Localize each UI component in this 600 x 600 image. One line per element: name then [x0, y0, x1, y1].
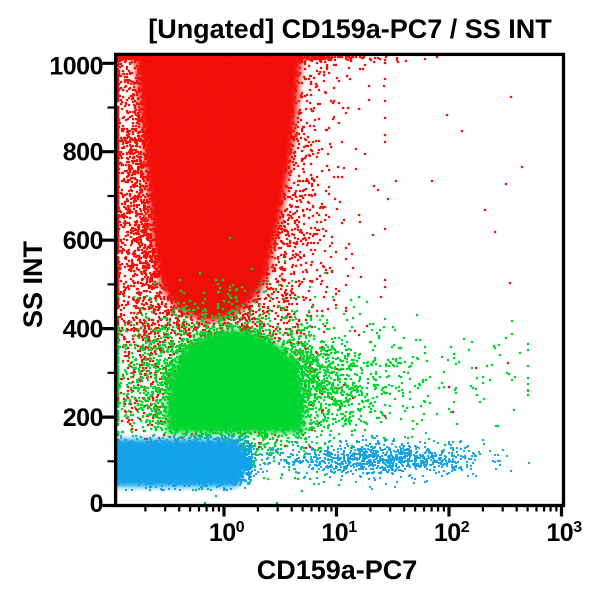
svg-text:CD159a-PC7: CD159a-PC7 — [257, 555, 418, 585]
svg-text:1000: 1000 — [49, 53, 103, 81]
svg-text:SS INT: SS INT — [18, 240, 48, 328]
svg-text:600: 600 — [63, 227, 103, 255]
svg-text:200: 200 — [63, 404, 103, 432]
svg-text:800: 800 — [63, 139, 103, 167]
svg-text:[Ungated] CD159a-PC7 / SS INT: [Ungated] CD159a-PC7 / SS INT — [148, 14, 552, 44]
svg-text:400: 400 — [63, 316, 103, 344]
svg-text:0: 0 — [90, 490, 103, 518]
